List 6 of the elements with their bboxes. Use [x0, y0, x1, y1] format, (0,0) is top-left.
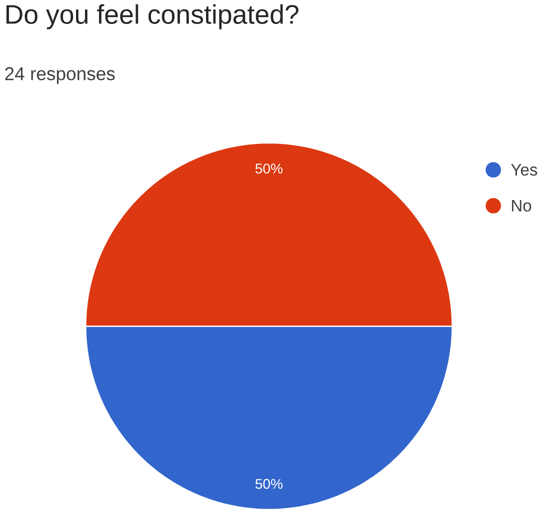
legend-label: Yes: [511, 164, 538, 176]
data-label: 50%: [255, 478, 283, 489]
legend-label: No: [512, 200, 532, 212]
chart-subtitle: 24 responses: [5, 67, 115, 84]
chart-title: Do you feel constipated?: [6, 4, 298, 30]
data-label: 50%: [255, 164, 283, 174]
